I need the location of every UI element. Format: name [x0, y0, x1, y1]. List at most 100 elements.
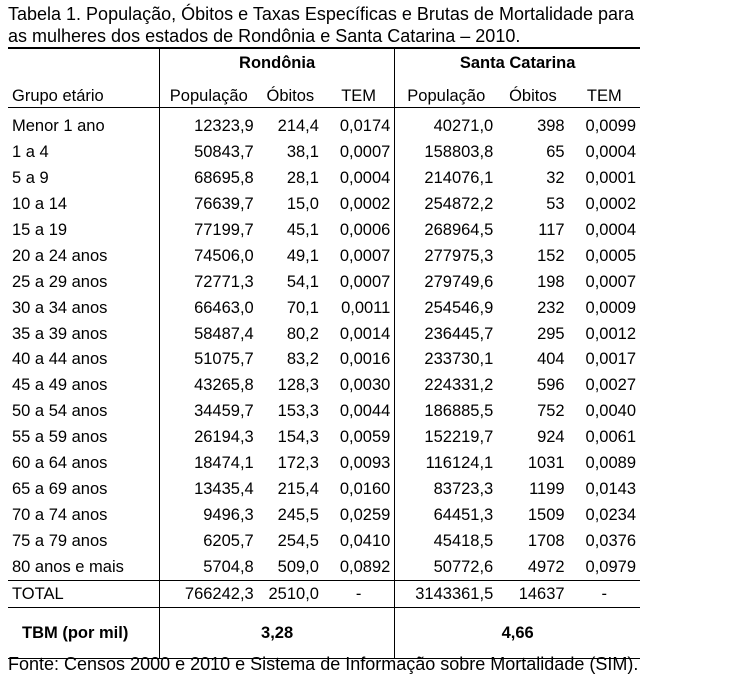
table-row: 15 a 19 77199,7 45,1 0,0006 268964,5 117 0,000… [8, 217, 640, 244]
cell-sc-tem: 0,0143 [585, 479, 636, 498]
cell-age-group: 35 a 39 anos [12, 324, 108, 343]
cell-sc-tem: 0,0089 [585, 454, 636, 473]
cell-sc-deaths: 398 [537, 117, 565, 136]
total-label: TOTAL [8, 580, 160, 609]
cell-sc-tem: 0,0001 [585, 169, 636, 188]
cell-ro-deaths: 54,1 [286, 272, 319, 291]
cell-ro-tem: 0,0007 [339, 272, 391, 291]
cell-sc-deaths: 152 [537, 246, 565, 265]
table-row: 55 a 59 anos 26194,3 154,3 0,0059 152219,7 92… [8, 424, 640, 451]
column-header-ro-population: População [158, 78, 258, 108]
table-row: 70 a 74 anos 9496,3 245,5 0,0259 64451,3 1509… [8, 502, 640, 529]
table-row: 25 a 29 anos 72771,3 54,1 0,0007 279749,6 198… [8, 269, 640, 296]
cell-ro-deaths: 83,2 [286, 350, 319, 369]
cell-sc-population: 152219,7 [394, 424, 498, 451]
cell-ro-tem: 0,0892 [339, 557, 391, 576]
cell-ro-population: 34459,7 [158, 398, 258, 425]
cell-sc-tem: 0,0004 [585, 143, 636, 162]
table-row: Menor 1 ano 12323,9 214,4 0,0174 40271,0 398 0… [8, 107, 640, 140]
caption-line-2: as mulheres dos estados de Rondônia e Sa… [8, 26, 521, 46]
tbm-rondonia: 3,28 [158, 607, 395, 660]
cell-age-group: 60 a 64 anos [12, 454, 108, 473]
cell-sc-deaths: 1509 [527, 505, 565, 524]
cell-sc-deaths: 198 [537, 272, 565, 291]
cell-ro-tem: 0,0160 [339, 479, 391, 498]
table-caption: Tabela 1. População, Óbitos e Taxas Espe… [8, 3, 634, 47]
cell-age-group: 30 a 34 anos [12, 298, 108, 317]
cell-sc-deaths: 53 [546, 195, 565, 214]
cell-ro-deaths: 70,1 [286, 298, 319, 317]
cell-sc-population: 186885,5 [394, 398, 498, 425]
cell-sc-tem: 0,0099 [585, 117, 636, 136]
cell-sc-population: 64451,3 [394, 502, 498, 529]
cell-ro-deaths: 45,1 [286, 221, 319, 239]
table-row: 50 a 54 anos 34459,7 153,3 0,0044 186885,5 75… [8, 398, 640, 425]
cell-age-group: 25 a 29 anos [12, 272, 108, 291]
cell-age-group: 5 a 9 [12, 169, 49, 188]
cell-ro-tem: 0,0016 [339, 350, 391, 369]
cell-sc-deaths: 596 [537, 376, 565, 395]
table-source: Fonte: Censos 2000 e 2010 e Sistema de I… [8, 654, 639, 674]
cell-age-group: 50 a 54 anos [12, 402, 108, 421]
cell-ro-deaths: 28,1 [286, 169, 319, 188]
tbm-row: TBM (por mil) 3,28 4,66 [8, 607, 640, 660]
cell-ro-tem: 0,0006 [339, 221, 391, 239]
cell-ro-tem: 0,0002 [339, 195, 391, 214]
cell-ro-deaths: 38,1 [286, 143, 319, 162]
cell-ro-population: 68695,8 [158, 165, 258, 192]
cell-sc-tem: 0,0027 [585, 376, 636, 395]
caption-line-1: Tabela 1. População, Óbitos e Taxas Espe… [8, 4, 635, 24]
cell-sc-population: 83723,3 [394, 476, 498, 503]
cell-sc-population: 279749,6 [394, 269, 498, 296]
tbm-label: TBM (por mil) [8, 607, 160, 660]
cell-ro-population: 66463,0 [158, 295, 258, 322]
cell-sc-deaths: 1199 [529, 479, 565, 498]
tbm-santa-catarina: 4,66 [394, 607, 640, 660]
cell-ro-population: 13435,4 [158, 476, 258, 503]
cell-ro-population: 5704,8 [158, 554, 258, 581]
cell-sc-population: 45418,5 [394, 528, 498, 555]
column-header-ro-tem: TEM [322, 78, 395, 108]
cell-sc-tem: 0,0979 [585, 557, 636, 576]
table-row: 20 a 24 anos 74506,0 49,1 0,0007 277975,3 152… [8, 243, 640, 270]
cell-sc-tem: 0,0002 [585, 195, 636, 214]
table-row: 10 a 14 76639,7 15,0 0,0002 254872,2 53 0,0002 [8, 191, 640, 218]
cell-ro-tem: 0,0014 [339, 324, 391, 343]
cell-sc-deaths: 752 [537, 402, 565, 421]
cell-ro-population: 9496,3 [158, 502, 258, 529]
cell-ro-tem: 0,0093 [339, 454, 391, 473]
cell-ro-population: 76639,7 [158, 191, 258, 218]
cell-sc-deaths: 404 [537, 350, 565, 369]
cell-age-group: 1 a 4 [12, 143, 49, 162]
cell-sc-deaths: 924 [537, 428, 565, 447]
cell-ro-tem: 0,0259 [339, 505, 391, 524]
cell-sc-deaths: 65 [546, 143, 565, 162]
total-ro-population: 766242,3 [158, 580, 258, 609]
table-row: 45 a 49 anos 43265,8 128,3 0,0030 224331,2 59… [8, 372, 640, 399]
cell-sc-population: 158803,8 [394, 139, 498, 166]
cell-sc-population: 40271,0 [394, 107, 498, 140]
cell-age-group: Menor 1 ano [12, 117, 105, 136]
cell-sc-tem: 0,0376 [585, 531, 636, 550]
cell-sc-population: 268964,5 [394, 217, 498, 244]
cell-age-group: 10 a 14 [12, 195, 68, 214]
cell-sc-tem: 0,0007 [585, 272, 636, 291]
cell-sc-tem: 0,0017 [585, 350, 636, 369]
table-row: 40 a 44 anos 51075,7 83,2 0,0016 233730,1 404… [8, 347, 640, 373]
cell-age-group: 70 a 74 anos [12, 505, 108, 524]
cell-ro-tem: 0,0059 [339, 428, 391, 447]
group-header-santa-catarina: Santa Catarina [394, 47, 640, 78]
cell-ro-tem: 0,0007 [339, 143, 391, 162]
cell-sc-population: 254872,2 [394, 191, 498, 218]
cell-sc-tem: 0,0234 [585, 505, 636, 524]
cell-ro-population: 43265,8 [158, 372, 258, 399]
cell-ro-population: 74506,0 [158, 243, 258, 270]
cell-ro-deaths: 80,2 [286, 324, 319, 343]
cell-ro-population: 6205,7 [158, 528, 258, 555]
table-row: 60 a 64 anos 18474,1 172,3 0,0093 116124,1 10… [8, 450, 640, 477]
total-sc-population: 3143361,5 [394, 580, 498, 609]
cell-sc-deaths: 232 [537, 298, 565, 317]
cell-age-group: 80 anos e mais [12, 557, 124, 576]
table-row: 30 a 34 anos 66463,0 70,1 0,0011 254546,9 232… [8, 295, 640, 322]
cell-ro-population: 26194,3 [158, 424, 258, 451]
